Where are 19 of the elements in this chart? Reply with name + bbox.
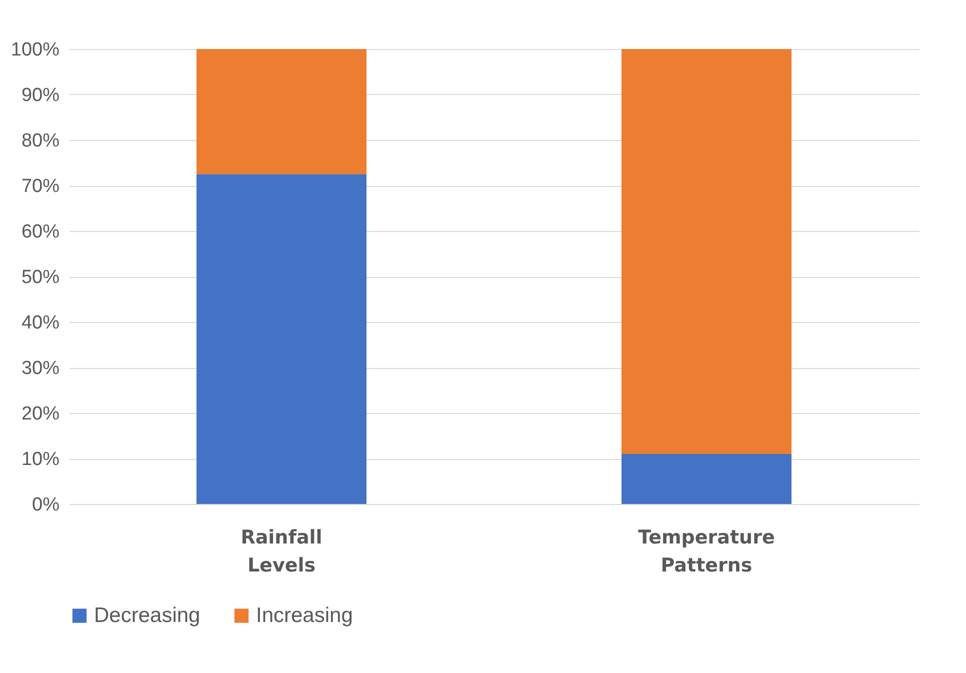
y-tick-label: 20% [21, 404, 60, 424]
legend-label: Increasing [256, 604, 353, 627]
x-tick-label: Temperature Patterns [638, 526, 775, 576]
y-tick-label: 40% [21, 312, 60, 334]
bar [196, 49, 366, 174]
y-tick-label: 70% [21, 176, 60, 197]
y-tick-label: 0% [32, 494, 60, 516]
y-tick-label: 80% [21, 130, 60, 152]
y-tick-label: 90% [21, 85, 60, 106]
legend-label: Decreasing [94, 604, 200, 627]
y-tick-label: 100% [10, 40, 60, 60]
bar [196, 174, 366, 504]
y-tick-label: 50% [21, 267, 60, 288]
bar [622, 454, 792, 504]
y-tick-label: 30% [21, 358, 60, 379]
y-tick-label: 10% [21, 449, 60, 470]
bar [622, 49, 792, 454]
y-tick-label: 60% [21, 222, 60, 242]
x-tick-label: Rainfall Levels [240, 526, 322, 576]
